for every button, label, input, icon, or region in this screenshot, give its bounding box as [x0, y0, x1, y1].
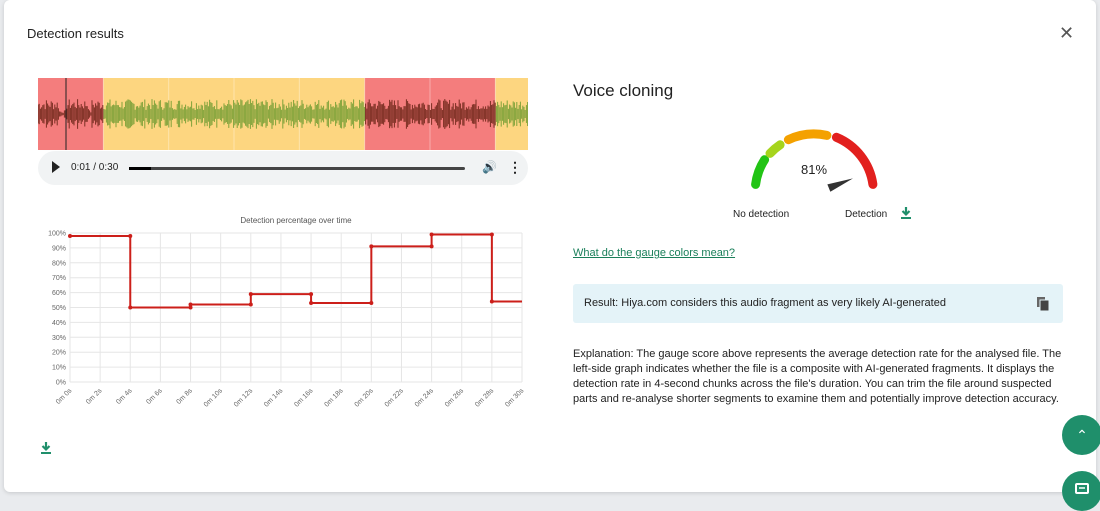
y-tick-label: 50% — [52, 305, 66, 312]
copy-icon — [1037, 297, 1050, 312]
y-tick-label: 60% — [52, 290, 66, 297]
x-tick-label: 0m 0s — [55, 387, 74, 406]
audio-waveform[interactable] — [38, 78, 528, 150]
download-icon — [901, 207, 911, 219]
data-point — [248, 302, 253, 307]
series-line — [70, 233, 522, 309]
x-tick-label: 0m 28s — [474, 387, 496, 409]
y-tick-label: 0% — [56, 380, 66, 387]
y-tick-label: 90% — [52, 245, 66, 252]
x-tick-label: 0m 14s — [263, 387, 285, 409]
playback-time: 0:01 / 0:30 — [71, 162, 119, 173]
data-point — [369, 301, 374, 306]
x-tick-label: 0m 2s — [85, 387, 104, 406]
y-tick-label: 80% — [52, 260, 66, 267]
detection-gauge: 81% — [751, 129, 878, 192]
data-point — [309, 292, 314, 297]
scroll-top-button[interactable]: ⌃ — [1062, 415, 1100, 455]
download-chart-button[interactable] — [40, 441, 52, 460]
volume-icon[interactable]: 🔊 — [482, 160, 497, 174]
gauge-red-arc — [831, 132, 878, 189]
detection-chart: Detection percentage over time 0% 10% 20% 30… — [48, 216, 526, 409]
y-tick-label: 40% — [52, 320, 66, 327]
x-tick-label: 0m 18s — [323, 387, 345, 409]
data-point — [68, 233, 72, 238]
chat-icon — [1075, 483, 1089, 494]
gauge-green-arc — [751, 155, 770, 189]
x-tick-label: 0m 6s — [145, 387, 164, 406]
explanation-text: Explanation: The gauge score above repre… — [573, 348, 1062, 405]
x-tick-label: 0m 8s — [176, 387, 195, 406]
data-point — [188, 305, 193, 310]
result-banner: Result: Hiya.com considers this audio fr… — [573, 284, 1063, 323]
x-tick-label: 0m 22s — [384, 387, 406, 409]
result-text: Result: Hiya.com considers this audio fr… — [584, 297, 946, 309]
y-tick-label: 100% — [48, 231, 66, 238]
x-tick-label: 0m 30s — [504, 387, 526, 409]
modal-title: Detection results — [27, 26, 124, 41]
data-point — [429, 244, 434, 249]
gauge-score: 81% — [801, 162, 827, 177]
playback-progress-fill — [129, 167, 151, 170]
x-tick-label: 0m 20s — [354, 387, 376, 409]
detection-label: Detection — [845, 209, 888, 220]
x-tick-label: 0m 12s — [233, 387, 255, 409]
detection-results-modal: Detection results ✕ 0:01 / 0:30 🔊 ⋮ Dete… — [4, 0, 1096, 492]
y-tick-label: 10% — [52, 365, 66, 372]
data-point — [369, 244, 374, 249]
chart-title: Detection percentage over time — [240, 216, 352, 225]
voice-cloning-title: Voice cloning — [573, 81, 674, 100]
gauge-needle — [827, 178, 853, 192]
x-tick-label: 0m 10s — [203, 387, 225, 409]
x-tick-label: 0m 4s — [115, 387, 134, 406]
download-icon — [41, 442, 51, 454]
gauge-colors-link[interactable]: What do the gauge colors mean? — [573, 247, 736, 259]
x-tick-label: 0m 16s — [293, 387, 315, 409]
y-tick-label: 70% — [52, 275, 66, 282]
close-icon[interactable]: ✕ — [1059, 23, 1075, 43]
data-point — [188, 302, 193, 307]
data-point — [309, 301, 314, 306]
audio-player: 0:01 / 0:30 🔊 ⋮ — [38, 151, 528, 185]
play-icon[interactable] — [52, 161, 60, 173]
data-point — [429, 232, 434, 237]
y-tick-label: 30% — [52, 335, 66, 342]
x-tick-label: 0m 26s — [444, 387, 466, 409]
chevron-up-icon: ⌃ — [1076, 427, 1088, 443]
no-detection-label: No detection — [733, 209, 790, 220]
gauge-lime-arc — [765, 140, 785, 158]
gauge-orange-arc — [783, 129, 832, 145]
data-point — [489, 299, 494, 304]
chat-button[interactable] — [1062, 471, 1100, 511]
data-point — [128, 233, 133, 238]
data-point — [128, 305, 133, 310]
download-gauge-button[interactable] — [900, 206, 912, 225]
data-point — [248, 292, 253, 297]
y-tick-label: 20% — [52, 350, 66, 357]
playback-progress-bar[interactable] — [129, 167, 465, 170]
data-point — [489, 232, 494, 237]
more-options-icon[interactable]: ⋮ — [508, 159, 522, 175]
x-tick-label: 0m 24s — [414, 387, 436, 409]
copy-result-button[interactable] — [1036, 296, 1050, 317]
